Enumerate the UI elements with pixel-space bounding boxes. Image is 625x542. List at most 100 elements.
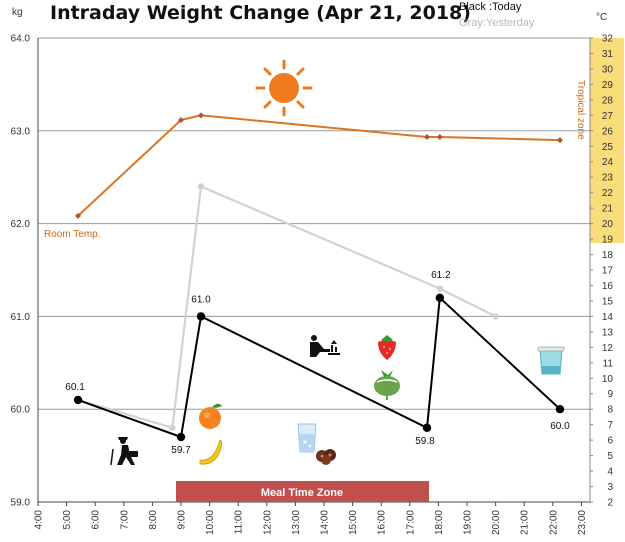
yesterday-line: [77, 185, 497, 429]
temperature-point: [436, 133, 443, 140]
x-tick-label: 19:00: [463, 510, 474, 535]
x-tick-label: 4:00: [34, 510, 45, 530]
meal-time-zone-label: Meal Time Zone: [261, 487, 343, 499]
y2-tick-labels: 2345678910111213141516171819202122232425…: [590, 34, 613, 509]
x-tick-label: 5:00: [62, 510, 73, 530]
temperature-point: [178, 116, 185, 123]
today-point: [555, 405, 565, 414]
y2-tick-label: 2: [607, 498, 613, 509]
y2-tick-label: 4: [607, 467, 613, 478]
y2-tick-label: 28: [602, 95, 614, 106]
data-label: 60.0: [550, 421, 570, 432]
x-tick-label: 14:00: [320, 510, 331, 535]
turnip-icon: [374, 370, 400, 400]
x-tick-label: 15:00: [348, 510, 359, 535]
y2-tick-label: 6: [607, 436, 613, 447]
y2-tick-label: 22: [602, 188, 614, 199]
x-tick-label: 16:00: [377, 510, 388, 535]
y2-tick-label: 24: [602, 157, 614, 168]
y2-tick-label: 7: [607, 420, 613, 431]
y2-tick-label: 8: [607, 405, 613, 416]
y2-tick-label: 12: [602, 343, 614, 354]
y2-tick-label: 17: [602, 266, 614, 277]
sun-icon: [255, 59, 313, 117]
legend-today: Black :Today: [459, 1, 522, 13]
x-tick-label: 22:00: [548, 510, 559, 535]
temperature-point: [198, 112, 205, 119]
y2-tick-label: 29: [602, 80, 614, 91]
strawberry-icon: [378, 335, 396, 360]
left-axis-unit: kg: [12, 7, 23, 18]
today-point: [422, 423, 432, 432]
y-tick-label: 59.0: [11, 498, 31, 509]
today-point: [196, 312, 206, 321]
meal-time-zone-bar: [176, 481, 429, 502]
gardener-icon: [310, 335, 340, 357]
y-tick-labels: 59.0 60.0 61.0 62.0 63.0 64.0: [11, 34, 31, 509]
y2-tick-label: 18: [602, 250, 614, 261]
x-tick-label: 7:00: [119, 510, 130, 530]
yesterday-point: [197, 183, 205, 190]
x-tick-label: 17:00: [405, 510, 416, 535]
yesterday-point: [436, 285, 444, 292]
y2-tick-label: 27: [602, 111, 614, 122]
today-point: [176, 432, 186, 442]
today-point: [73, 395, 83, 405]
y2-tick-label: 26: [602, 126, 614, 137]
legend-yesterday: Gray:Yesterday: [459, 17, 535, 29]
y-tick-label: 60.0: [11, 405, 31, 416]
x-tick-labels: 4:00 5:00 6:00 7:00 8:00 9:00 10:00 11:00 12:00 1…: [34, 502, 588, 535]
tropical-zone-band: [590, 38, 624, 243]
y2-tick-label: 3: [607, 482, 613, 493]
x-tick-label: 21:00: [520, 510, 531, 535]
banana-icon: [199, 439, 223, 465]
y2-tick-label: 15: [602, 296, 614, 307]
y-tick-label: 62.0: [11, 219, 31, 230]
y-tick-label: 63.0: [11, 126, 31, 137]
nuts-icon: [316, 449, 336, 465]
y2-tick-label: 31: [602, 49, 614, 60]
y2-tick-label: 13: [602, 327, 614, 338]
y2-tick-label: 5: [607, 451, 613, 462]
x-tick-label: 6:00: [91, 510, 102, 530]
x-tick-label: 13:00: [291, 510, 302, 535]
x-tick-label: 20:00: [491, 510, 502, 535]
yesterday-point: [169, 424, 176, 431]
data-label: 60.1: [65, 382, 85, 393]
data-label: 59.7: [171, 445, 191, 456]
y2-tick-label: 30: [602, 64, 614, 75]
x-tick-label: 11:00: [234, 510, 245, 535]
y-tick-label: 61.0: [11, 312, 31, 323]
x-tick-label: 10:00: [205, 510, 216, 535]
yesterday-point: [492, 313, 499, 320]
temperature-point: [556, 137, 563, 144]
today-line: [77, 296, 561, 438]
drink-cup-icon: [537, 346, 565, 375]
tropical-zone-label: Tropical zone: [575, 80, 586, 140]
x-tick-label: 9:00: [177, 510, 188, 530]
data-labels: 60.1 59.7 61.0 59.8 61.2 60.0: [65, 270, 570, 456]
data-label: 61.2: [431, 270, 451, 281]
data-label: 61.0: [191, 294, 211, 305]
y2-tick-label: 19: [602, 235, 614, 246]
y2-tick-label: 9: [607, 389, 613, 400]
x-tick-label: 12:00: [262, 510, 273, 535]
series-layer: [73, 112, 565, 442]
temperature-point: [423, 133, 430, 140]
y-tick-label: 64.0: [11, 34, 31, 45]
x-tick-label: 23:00: [577, 510, 588, 535]
data-label: 59.8: [415, 436, 435, 447]
today-point: [435, 293, 445, 303]
temperature-point: [75, 212, 82, 219]
water-glass-icon: [297, 423, 317, 453]
right-axis-unit: °C: [596, 12, 607, 23]
y2-tick-label: 32: [602, 34, 614, 45]
y2-tick-label: 23: [602, 173, 614, 184]
chart-title: Intraday Weight Change (Apr 21, 2018): [50, 2, 471, 24]
y2-tick-label: 14: [602, 312, 614, 323]
walker-icon: [110, 437, 138, 466]
room-temp-label: Room Temp.: [44, 229, 101, 240]
temperature-line: [77, 114, 561, 217]
x-tick-label: 8:00: [148, 510, 159, 530]
